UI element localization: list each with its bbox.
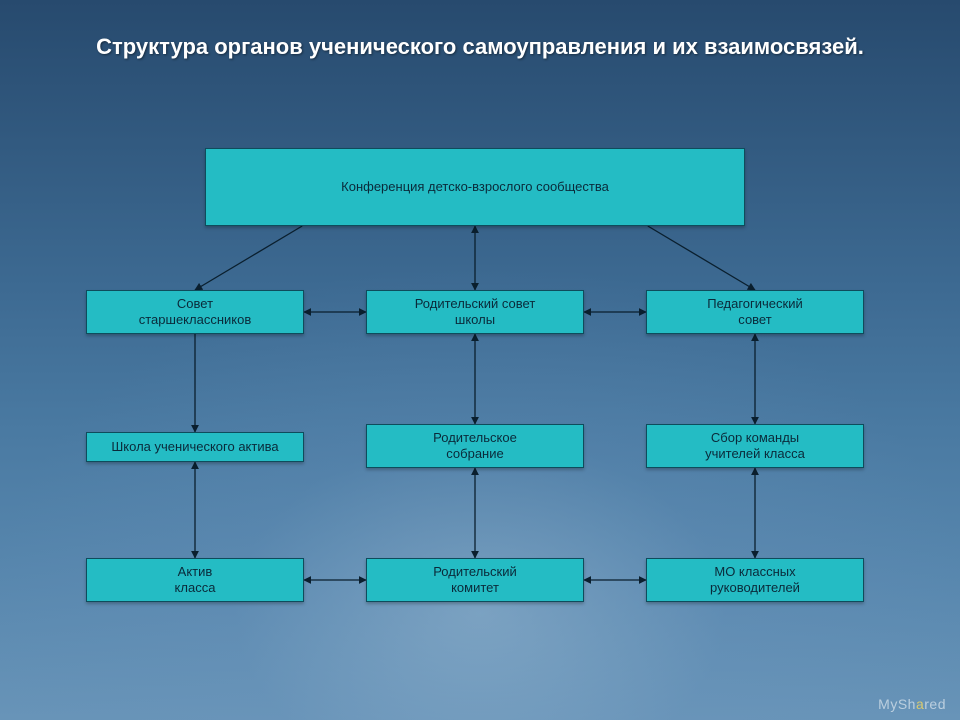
node-label: Родительскийкомитет: [433, 564, 517, 597]
node-label: Родительскоесобрание: [433, 430, 517, 463]
node-label: Конференция детско-взрослого сообщества: [341, 179, 609, 195]
node-r1c3: Педагогическийсовет: [646, 290, 864, 334]
node-r2c1: Школа ученического актива: [86, 432, 304, 462]
node-r1c1: Советстаршеклассников: [86, 290, 304, 334]
node-label: Советстаршеклассников: [139, 296, 252, 329]
node-r2c3: Сбор командыучителей класса: [646, 424, 864, 468]
node-r3c3: МО классныхруководителей: [646, 558, 864, 602]
watermark-part1: MySh: [878, 696, 916, 712]
node-label: Школа ученического актива: [111, 439, 278, 455]
watermark-part2: red: [924, 696, 946, 712]
edges-layer: [0, 0, 960, 720]
node-label: Педагогическийсовет: [707, 296, 803, 329]
node-r1c2: Родительский советшколы: [366, 290, 584, 334]
node-label: МО классныхруководителей: [710, 564, 800, 597]
diagram-title: Структура органов ученического самоуправ…: [0, 32, 960, 62]
node-label: Активкласса: [175, 564, 216, 597]
node-r2c2: Родительскоесобрание: [366, 424, 584, 468]
watermark: MyShared: [878, 696, 946, 712]
edge-top-r1c1: [195, 226, 302, 290]
node-label: Сбор командыучителей класса: [705, 430, 805, 463]
edge-top-r1c3: [648, 226, 755, 290]
node-r3c1: Активкласса: [86, 558, 304, 602]
node-r3c2: Родительскийкомитет: [366, 558, 584, 602]
diagram-stage: Структура органов ученического самоуправ…: [0, 0, 960, 720]
node-top: Конференция детско-взрослого сообщества: [205, 148, 745, 226]
node-label: Родительский советшколы: [415, 296, 536, 329]
